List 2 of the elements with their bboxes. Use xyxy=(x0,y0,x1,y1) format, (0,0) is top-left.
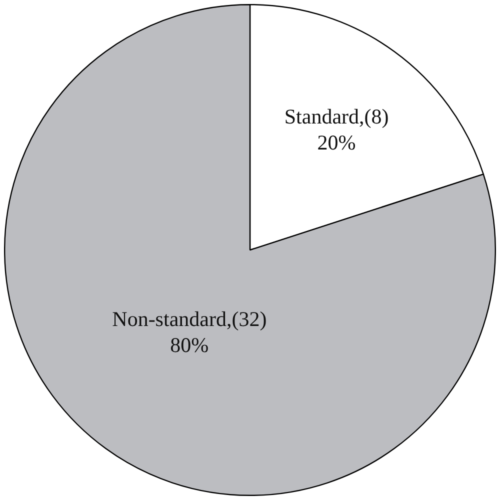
slice-label: Standard,(8) 20% xyxy=(284,104,389,154)
slice-label: Non-standard,(32) 80% xyxy=(112,306,267,357)
